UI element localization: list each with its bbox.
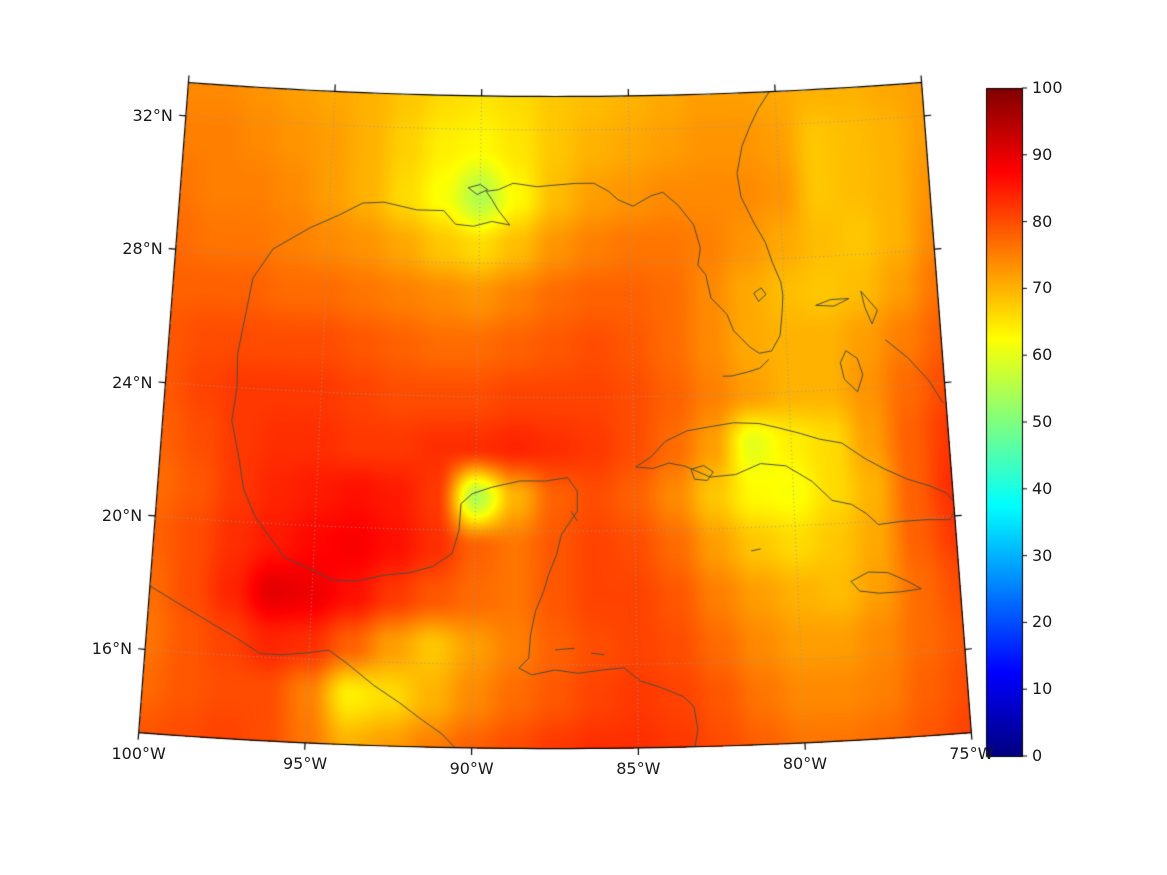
lat-tick-label: 28°N bbox=[122, 239, 163, 259]
colorbar-tick-label: 40 bbox=[1032, 478, 1053, 498]
lon-tick-label: 75°W bbox=[949, 743, 994, 763]
colorbar-tick-label: 50 bbox=[1032, 412, 1053, 431]
lat-tick-label: 32°N bbox=[132, 105, 173, 125]
colorbar-tick-label: 100 bbox=[1032, 78, 1063, 97]
colorbar-tick-label: 20 bbox=[1032, 612, 1053, 632]
colorbar-tick-label: 10 bbox=[1032, 679, 1053, 699]
colorbar-tick-label: 0 bbox=[1032, 746, 1043, 765]
lon-tick-label: 95°W bbox=[282, 753, 328, 773]
lon-tick-label: 100°W bbox=[111, 743, 166, 763]
colorbar-tick-label: 30 bbox=[1032, 545, 1053, 565]
lon-tick-label: 90°W bbox=[449, 758, 494, 778]
lon-tick-label: 85°W bbox=[616, 758, 661, 778]
colorbar-tick-label: 90 bbox=[1032, 144, 1053, 164]
colorbar-tick-label: 80 bbox=[1032, 211, 1053, 231]
lat-tick-label: 16°N bbox=[91, 639, 133, 659]
colorbar-tick-label: 60 bbox=[1032, 345, 1053, 365]
lat-tick-label: 24°N bbox=[112, 372, 153, 392]
colorbar-tick-label: 70 bbox=[1032, 278, 1053, 298]
lon-tick-label: 80°W bbox=[782, 753, 828, 773]
lat-tick-label: 20°N bbox=[101, 505, 143, 525]
